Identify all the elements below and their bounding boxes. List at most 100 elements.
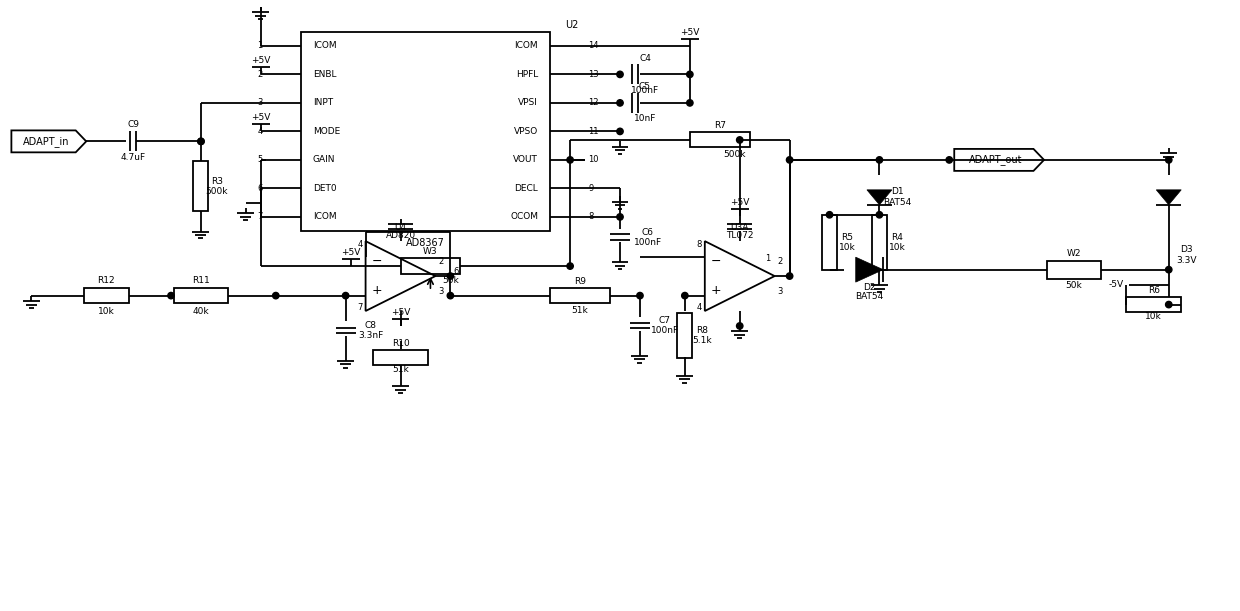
Circle shape — [687, 100, 693, 106]
Text: 10k: 10k — [98, 307, 114, 316]
Text: R3: R3 — [211, 177, 223, 186]
Circle shape — [826, 211, 833, 218]
Circle shape — [737, 323, 743, 329]
Text: 8: 8 — [697, 240, 702, 249]
Text: 6: 6 — [258, 184, 263, 193]
Text: 10: 10 — [588, 155, 599, 164]
Text: +5V: +5V — [252, 114, 270, 122]
Circle shape — [877, 211, 883, 218]
Text: 10k: 10k — [1146, 312, 1162, 321]
Text: 2: 2 — [258, 70, 263, 79]
Circle shape — [786, 156, 792, 163]
Circle shape — [1166, 301, 1172, 308]
Circle shape — [448, 293, 454, 299]
Text: 100nF: 100nF — [631, 86, 658, 95]
Text: 7: 7 — [357, 304, 362, 312]
Circle shape — [682, 293, 688, 299]
Text: R6: R6 — [1148, 285, 1159, 295]
Text: 500k: 500k — [723, 150, 746, 159]
Text: 3: 3 — [258, 98, 263, 108]
Circle shape — [687, 71, 693, 78]
Text: R5: R5 — [841, 233, 853, 242]
Text: U2: U2 — [565, 20, 579, 30]
Circle shape — [567, 156, 573, 163]
Text: 11: 11 — [588, 127, 599, 136]
Text: ADAPT_out: ADAPT_out — [970, 155, 1023, 166]
Text: 13: 13 — [588, 70, 599, 79]
Text: 10k: 10k — [838, 243, 856, 252]
Text: +5V: +5V — [252, 56, 270, 65]
Text: 12: 12 — [588, 98, 599, 108]
Text: ADAPT_in: ADAPT_in — [22, 136, 69, 147]
Text: +5V: +5V — [341, 248, 361, 257]
Text: C7: C7 — [658, 316, 671, 325]
Polygon shape — [856, 257, 883, 282]
Text: MODE: MODE — [312, 127, 340, 136]
Circle shape — [1166, 156, 1172, 163]
Text: 500k: 500k — [206, 187, 228, 196]
Circle shape — [786, 273, 792, 279]
Text: VOUT: VOUT — [513, 155, 538, 164]
Text: 9: 9 — [588, 184, 593, 193]
Circle shape — [877, 156, 883, 163]
Text: W3: W3 — [423, 247, 438, 255]
Text: 50k: 50k — [441, 276, 459, 285]
Text: 4: 4 — [357, 240, 362, 249]
Text: ICOM: ICOM — [515, 42, 538, 50]
Bar — [1126, 297, 1182, 312]
Text: C6: C6 — [642, 229, 653, 238]
Circle shape — [616, 100, 624, 106]
Text: 3.3V: 3.3V — [1177, 256, 1197, 265]
Text: 5: 5 — [258, 155, 263, 164]
Text: DET0: DET0 — [312, 184, 336, 193]
Circle shape — [616, 71, 624, 78]
Text: R4: R4 — [890, 233, 903, 242]
Text: R10: R10 — [392, 339, 409, 348]
Text: 6: 6 — [454, 266, 459, 276]
Bar — [872, 215, 887, 269]
Bar — [677, 313, 692, 358]
Bar — [193, 161, 208, 211]
Bar — [551, 288, 610, 303]
Text: INPT: INPT — [312, 98, 332, 108]
Polygon shape — [1156, 190, 1182, 205]
Text: C5: C5 — [639, 82, 651, 92]
Text: -5V: -5V — [1109, 280, 1123, 289]
Text: D2: D2 — [863, 283, 875, 292]
Text: +5V: +5V — [391, 308, 410, 317]
Text: W2: W2 — [1066, 249, 1081, 258]
Circle shape — [1166, 266, 1172, 273]
Text: C8: C8 — [365, 321, 377, 330]
Text: U4: U4 — [394, 222, 407, 232]
Bar — [84, 288, 129, 303]
Text: 100nF: 100nF — [634, 238, 662, 247]
Text: 8: 8 — [588, 213, 594, 221]
Text: ICOM: ICOM — [312, 213, 336, 221]
Text: HPFL: HPFL — [516, 70, 538, 79]
Circle shape — [448, 273, 454, 279]
Text: 4.7uF: 4.7uF — [120, 153, 145, 163]
Text: +: + — [711, 284, 722, 297]
Text: R12: R12 — [98, 276, 115, 285]
Text: AD8367: AD8367 — [405, 238, 445, 248]
Text: OCOM: OCOM — [510, 213, 538, 221]
Text: U3A: U3A — [730, 222, 749, 232]
Text: 50k: 50k — [1065, 280, 1083, 290]
Circle shape — [946, 156, 952, 163]
Text: 5.1k: 5.1k — [692, 336, 712, 345]
Text: BAT54: BAT54 — [883, 199, 911, 207]
Text: C4: C4 — [639, 54, 651, 63]
Text: 3: 3 — [777, 287, 782, 296]
Circle shape — [167, 293, 174, 299]
Text: 51k: 51k — [572, 306, 589, 315]
Bar — [689, 133, 750, 147]
Bar — [301, 32, 551, 231]
Text: ENBL: ENBL — [312, 70, 336, 79]
Text: 100nF: 100nF — [651, 326, 680, 335]
Circle shape — [197, 138, 205, 145]
Text: 3.3nF: 3.3nF — [358, 331, 383, 340]
Text: −: − — [371, 255, 382, 268]
Text: 7: 7 — [258, 213, 263, 221]
Bar — [373, 350, 428, 365]
Text: AD820: AD820 — [386, 231, 415, 240]
